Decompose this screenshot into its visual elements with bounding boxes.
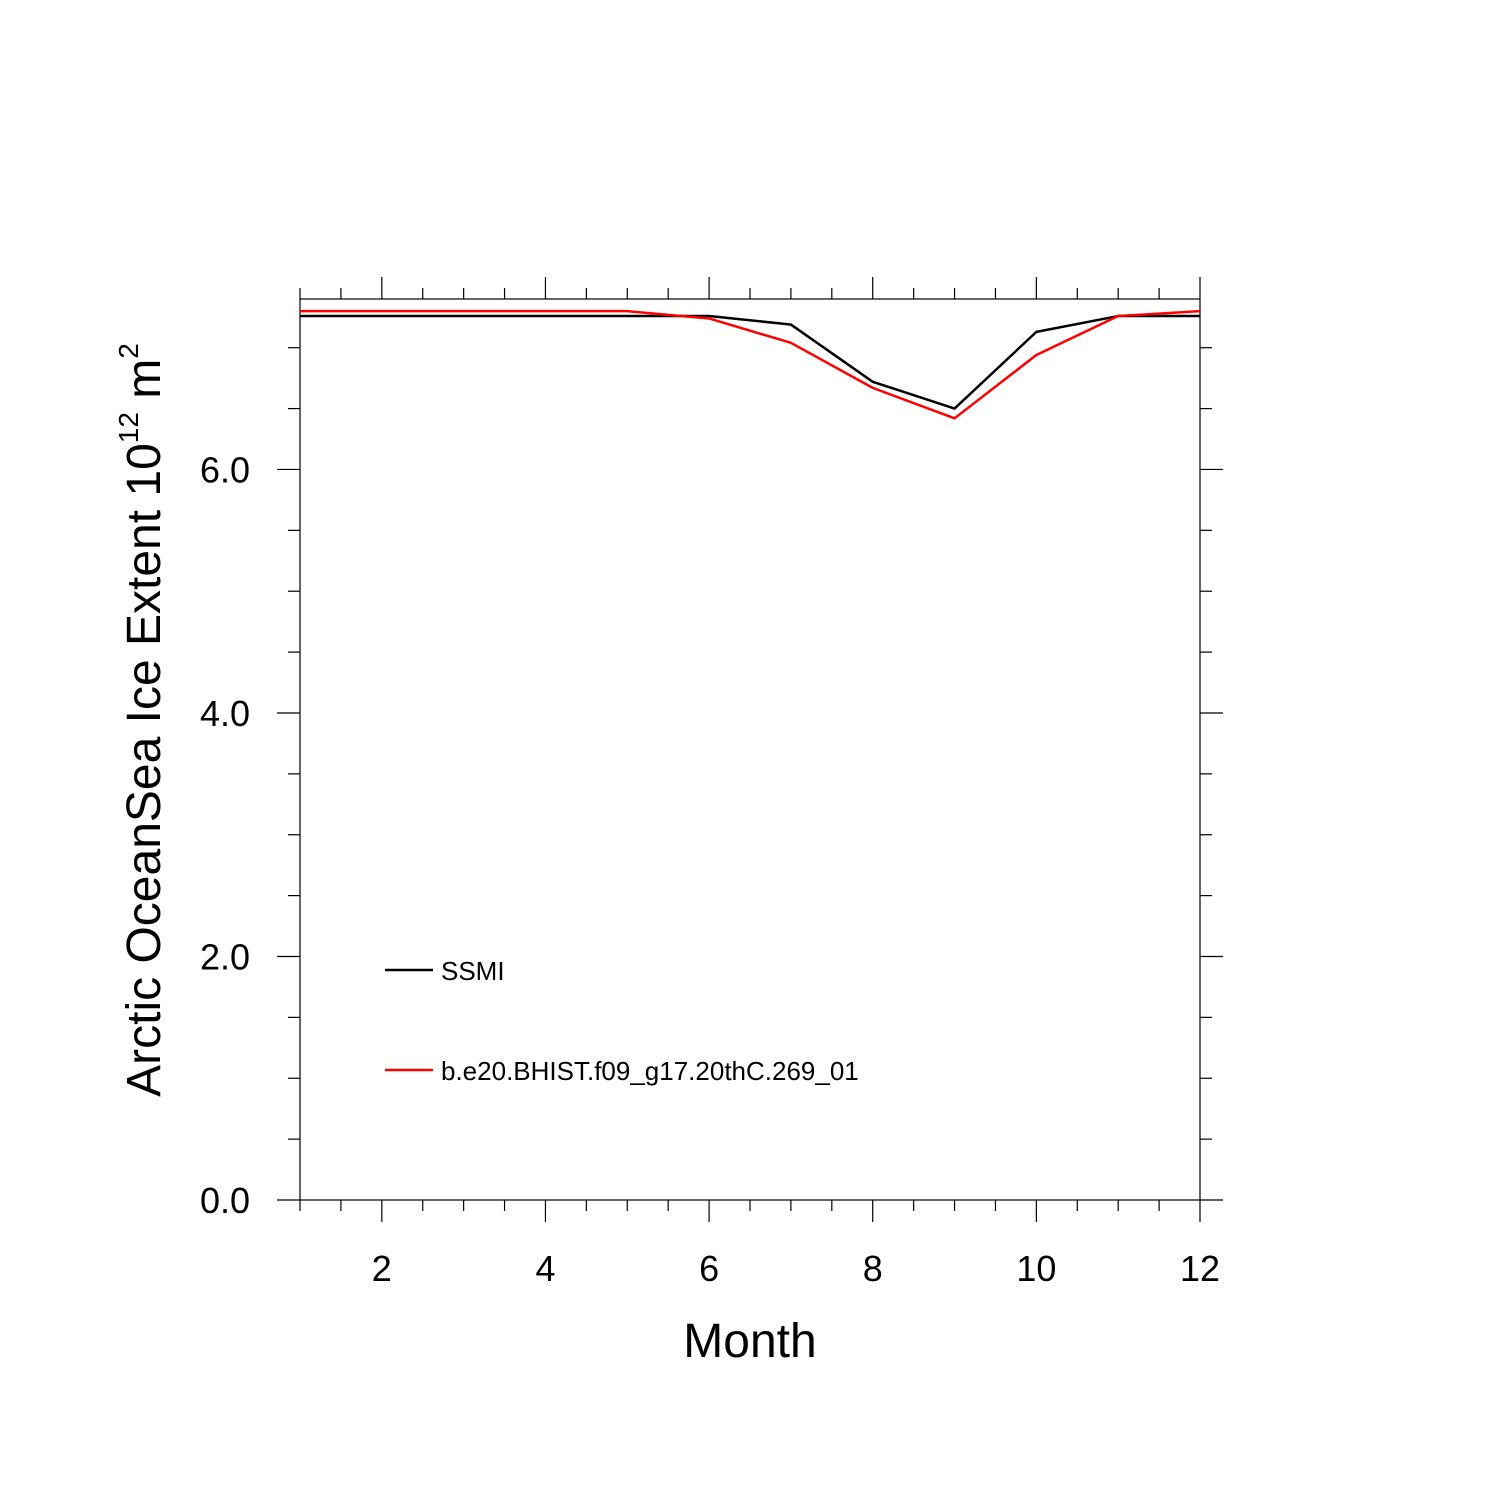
- y-axis-title-exponent: 12: [113, 412, 144, 443]
- axis-tick-labels: 2 4 6 8 10 12 0.0 2.0 4.0 6.0: [200, 449, 1220, 1289]
- y-axis-title-base: Arctic OceanSea Ice Extent 10: [118, 443, 171, 1097]
- legend-label: b.e20.BHIST.f09_g17.20thC.269_01: [441, 1056, 859, 1086]
- legend: SSMI b.e20.BHIST.f09_g17.20thC.269_01: [385, 956, 859, 1086]
- y-axis-title-unit-exponent: 2: [113, 343, 144, 359]
- x-tick-label: 10: [1016, 1248, 1056, 1289]
- axis-ticks: [277, 277, 1223, 1222]
- legend-label: SSMI: [441, 956, 505, 986]
- y-axis-title: Arctic OceanSea Ice Extent 1012 m2: [113, 343, 171, 1097]
- y-tick-label: 6.0: [200, 449, 250, 490]
- x-tick-label: 6: [699, 1248, 719, 1289]
- x-axis-title: Month: [683, 1315, 816, 1368]
- series-lines: [300, 309, 1201, 420]
- x-tick-label: 4: [535, 1248, 555, 1289]
- y-tick-label: 2.0: [200, 936, 250, 977]
- y-tick-label: 4.0: [200, 693, 250, 734]
- series-line-1: [300, 314, 1200, 410]
- y-axis-title-unit: m: [118, 359, 171, 412]
- y-tick-label: 0.0: [200, 1180, 250, 1221]
- x-tick-label: 2: [372, 1248, 392, 1289]
- x-tick-label: 12: [1180, 1248, 1220, 1289]
- x-tick-label: 8: [863, 1248, 883, 1289]
- series-line-2: [300, 309, 1201, 420]
